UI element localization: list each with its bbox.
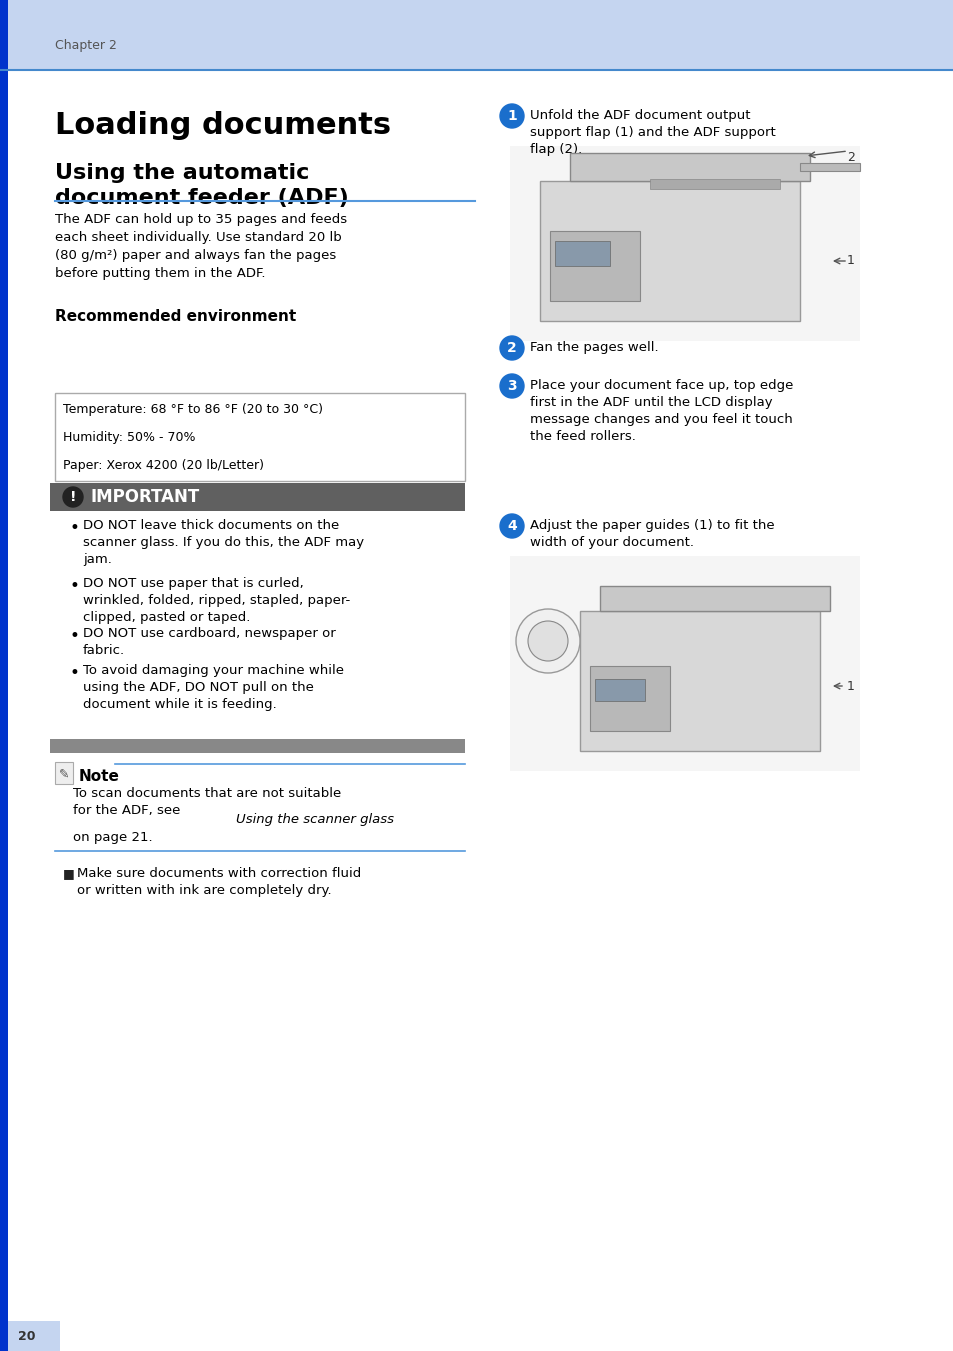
Text: •: •	[70, 577, 80, 594]
Text: Paper: Xerox 4200 (20 lb/Letter): Paper: Xerox 4200 (20 lb/Letter)	[63, 459, 264, 471]
Text: 4: 4	[507, 519, 517, 534]
Text: To scan documents that are not suitable
for the ADF, see: To scan documents that are not suitable …	[73, 788, 341, 817]
Text: Place your document face up, top edge
first in the ADF until the LCD display
mes: Place your document face up, top edge fi…	[530, 380, 793, 443]
Bar	[589, 666, 669, 731]
Text: Unfold the ADF document output
support flap (1) and the ADF support
flap (2).: Unfold the ADF document output support f…	[530, 109, 775, 155]
Text: •: •	[70, 627, 80, 644]
Bar	[0, 0, 953, 70]
Text: Humidity: 50% - 70%: Humidity: 50% - 70%	[63, 431, 195, 444]
Text: !: !	[70, 490, 76, 504]
Text: ✎: ✎	[59, 767, 70, 781]
Bar	[800, 163, 859, 172]
Bar	[50, 484, 464, 511]
Bar	[539, 181, 800, 322]
Text: 3: 3	[507, 380, 517, 393]
Bar	[0, 0, 8, 1351]
Circle shape	[63, 486, 83, 507]
Text: IMPORTANT: IMPORTANT	[91, 488, 200, 507]
Text: 1: 1	[846, 680, 854, 693]
Bar	[55, 762, 73, 784]
Circle shape	[516, 609, 579, 673]
Text: Note: Note	[79, 769, 120, 784]
Bar	[510, 146, 859, 340]
Text: Recommended environment: Recommended environment	[55, 309, 296, 324]
Bar	[579, 611, 820, 751]
Text: Chapter 2: Chapter 2	[55, 39, 117, 53]
Bar	[649, 178, 780, 189]
Text: 2: 2	[507, 340, 517, 355]
Text: Using the scanner glass: Using the scanner glass	[235, 813, 394, 825]
Text: Loading documents: Loading documents	[55, 111, 391, 141]
Circle shape	[499, 336, 523, 359]
Text: DO NOT use paper that is curled,
wrinkled, folded, ripped, stapled, paper-
clipp: DO NOT use paper that is curled, wrinkle…	[83, 577, 350, 624]
Text: Using the automatic
document feeder (ADF): Using the automatic document feeder (ADF…	[55, 163, 349, 208]
Text: Fan the pages well.: Fan the pages well.	[530, 340, 658, 354]
Circle shape	[527, 621, 567, 661]
Text: To avoid damaging your machine while
using the ADF, DO NOT pull on the
document : To avoid damaging your machine while usi…	[83, 663, 344, 711]
Bar	[510, 557, 859, 771]
Bar	[555, 240, 609, 266]
Text: The ADF can hold up to 35 pages and feeds
each sheet individually. Use standard : The ADF can hold up to 35 pages and feed…	[55, 213, 347, 280]
Circle shape	[499, 374, 523, 399]
Text: 1: 1	[507, 109, 517, 123]
Text: •: •	[70, 663, 80, 682]
Text: ■: ■	[63, 867, 74, 880]
Text: DO NOT use cardboard, newspaper or
fabric.: DO NOT use cardboard, newspaper or fabri…	[83, 627, 335, 657]
Text: Temperature: 68 °F to 86 °F (20 to 30 °C): Temperature: 68 °F to 86 °F (20 to 30 °C…	[63, 403, 323, 416]
Bar	[0, 1321, 60, 1351]
Text: Make sure documents with correction fluid
or written with ink are completely dry: Make sure documents with correction flui…	[77, 867, 361, 897]
Text: Adjust the paper guides (1) to fit the
width of your document.: Adjust the paper guides (1) to fit the w…	[530, 519, 774, 549]
Text: 2: 2	[846, 151, 854, 163]
Text: •: •	[70, 519, 80, 536]
Text: 20: 20	[18, 1329, 35, 1343]
Bar	[595, 680, 644, 701]
Text: 1: 1	[846, 254, 854, 267]
Bar	[569, 153, 809, 181]
Bar	[50, 739, 464, 753]
Circle shape	[499, 513, 523, 538]
Circle shape	[499, 104, 523, 128]
Bar	[599, 586, 829, 611]
Text: on page 21.: on page 21.	[73, 831, 152, 844]
Bar	[550, 231, 639, 301]
Bar	[55, 393, 464, 481]
Text: DO NOT leave thick documents on the
scanner glass. If you do this, the ADF may
j: DO NOT leave thick documents on the scan…	[83, 519, 364, 566]
